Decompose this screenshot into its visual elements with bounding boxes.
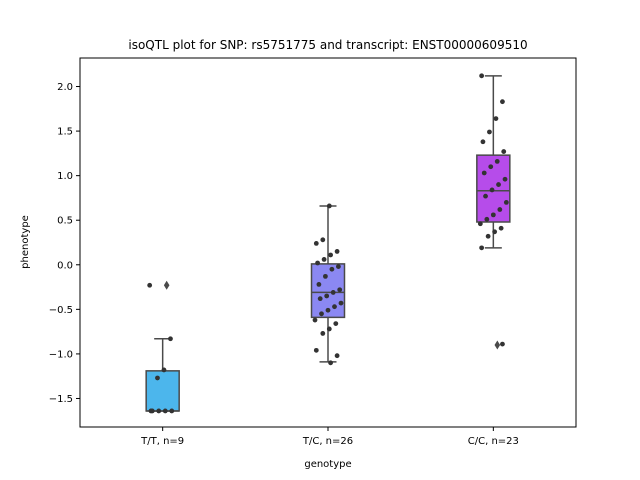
data-point — [155, 375, 160, 381]
data-point — [494, 158, 500, 164]
x-tick-label: T/T, n=9 — [140, 436, 184, 447]
y-tick-label: 2.0 — [57, 82, 73, 93]
chart-title: isoQTL plot for SNP: rs5751775 and trans… — [128, 38, 527, 52]
data-point — [503, 199, 509, 205]
data-point — [500, 99, 505, 105]
data-point — [321, 257, 327, 262]
data-point — [168, 336, 173, 342]
data-point — [334, 249, 340, 254]
data-point — [338, 300, 344, 306]
data-point — [320, 237, 326, 243]
iqr-box — [145, 370, 180, 412]
data-point — [324, 293, 330, 299]
data-point — [333, 321, 339, 327]
data-point — [479, 73, 485, 79]
data-point — [481, 170, 487, 176]
data-point — [326, 203, 332, 209]
y-tick-label: 0.5 — [57, 216, 73, 227]
data-point — [334, 353, 340, 359]
data-point — [490, 212, 496, 218]
y-tick-label: −1.5 — [49, 394, 73, 405]
x-axis: T/T, n=9 T/C, n=26 C/C, n=23 — [140, 427, 519, 447]
data-point — [493, 116, 499, 122]
data-point — [319, 311, 324, 317]
data-point — [147, 282, 153, 288]
data-point — [169, 408, 175, 414]
data-point — [326, 326, 332, 332]
y-tick-label: −1.0 — [49, 349, 73, 360]
data-point — [500, 341, 505, 347]
data-point — [317, 296, 323, 302]
data-point — [479, 245, 485, 251]
x-tick-label: T/C, n=26 — [302, 436, 353, 447]
y-tick-label: 0.0 — [57, 260, 73, 271]
data-point — [313, 347, 319, 353]
data-point — [316, 281, 322, 287]
data-point — [328, 360, 333, 366]
data-point — [323, 273, 328, 279]
data-point — [149, 408, 155, 414]
data-point — [492, 229, 498, 235]
data-point — [496, 182, 501, 187]
data-point — [315, 260, 320, 266]
x-axis-label: genotype — [304, 459, 351, 470]
data-point — [502, 176, 508, 182]
data-point — [320, 331, 326, 336]
data-point — [337, 287, 343, 293]
y-tick-label: 1.0 — [57, 171, 73, 182]
y-tick-label: 1.5 — [57, 127, 73, 138]
data-point — [484, 216, 490, 222]
data-point — [161, 367, 167, 373]
data-point — [483, 193, 488, 199]
data-point — [328, 252, 333, 258]
data-point — [329, 266, 335, 272]
outlier-marker — [494, 340, 501, 350]
data-point — [313, 240, 319, 246]
data-point — [336, 264, 341, 269]
outlier-marker — [163, 280, 170, 290]
data-point — [312, 317, 318, 323]
data-point — [498, 225, 504, 231]
data-point — [501, 149, 507, 154]
data-point — [162, 408, 168, 414]
y-axis-label: phenotype — [20, 215, 31, 269]
data-point — [330, 290, 336, 295]
x-tick-label: C/C, n=23 — [468, 436, 519, 447]
data-point — [332, 304, 337, 310]
data-point — [477, 221, 483, 227]
point-layer — [147, 73, 509, 414]
data-point — [325, 307, 331, 313]
data-point — [487, 129, 492, 135]
y-axis: −1.5 −1.0 −0.5 0.0 0.5 1.0 1.5 2.0 — [49, 82, 80, 405]
y-tick-label: −0.5 — [49, 305, 73, 316]
data-point — [488, 164, 494, 170]
data-point — [497, 207, 503, 212]
data-point — [489, 187, 495, 193]
data-point — [156, 408, 162, 414]
data-point — [485, 233, 491, 239]
data-point — [480, 139, 486, 145]
box-layer — [145, 75, 511, 412]
